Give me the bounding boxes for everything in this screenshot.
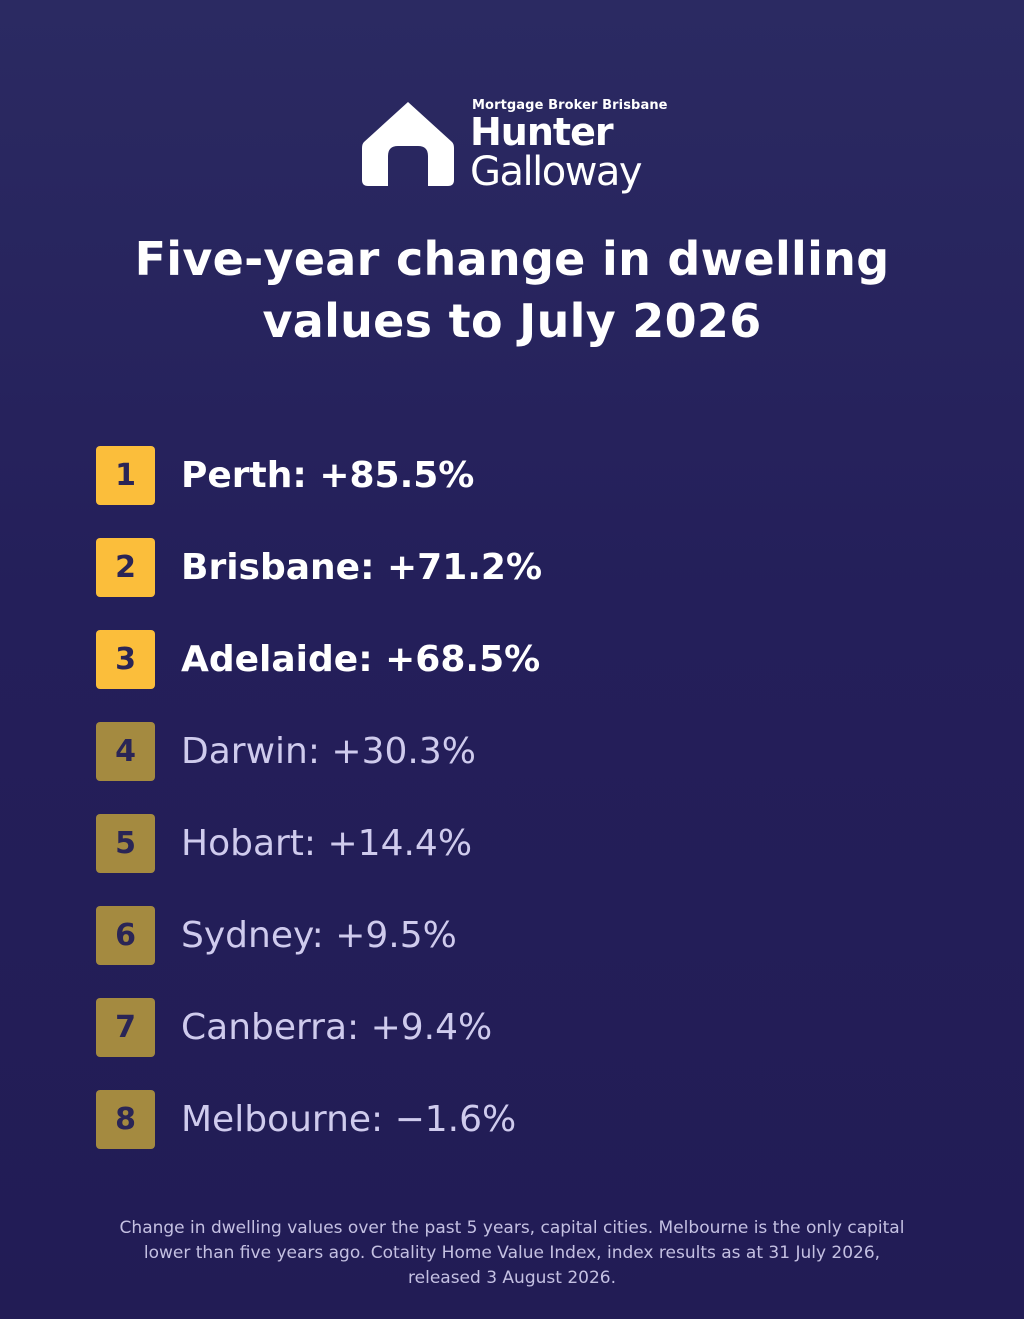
ranking-text: Sydney: +9.5%	[181, 915, 457, 956]
ranking-item-canberra: 7 Canberra: +9.4%	[96, 998, 936, 1090]
rank-badge: 4	[96, 722, 155, 781]
rank-badge: 3	[96, 630, 155, 689]
ranking-item-brisbane: 2 Brisbane: +71.2%	[96, 538, 936, 630]
ranking-text: Hobart: +14.4%	[181, 823, 473, 864]
source-footnote: Change in dwelling values over the past …	[90, 1216, 934, 1291]
rank-badge: 1	[96, 446, 155, 505]
rank-badge: 8	[96, 1090, 155, 1149]
brand-logo: Mortgage Broker Brisbane Hunter Galloway	[360, 98, 670, 198]
title-line-2: values to July 2026	[262, 294, 762, 348]
title-line-1: Five-year change in dwelling	[134, 232, 890, 286]
ranking-text: Canberra: +9.4%	[181, 1007, 493, 1048]
ranking-list: 1 Perth: +85.5% 2 Brisbane: +71.2% 3 Ade…	[96, 446, 936, 1182]
ranking-text: Brisbane: +71.2%	[181, 547, 543, 588]
page-title: Five-year change in dwelling values to J…	[0, 228, 1024, 352]
brand-name-hunter: Hunter	[470, 110, 614, 154]
ranking-text: Melbourne: −1.6%	[181, 1099, 517, 1140]
ranking-item-adelaide: 3 Adelaide: +68.5%	[96, 630, 936, 722]
ranking-text: Darwin: +30.3%	[181, 731, 476, 772]
rank-badge: 7	[96, 998, 155, 1057]
footnote-line-1: Change in dwelling values over the past …	[119, 1218, 905, 1238]
footnote-line-2: lower than five years ago. Cotality Home…	[143, 1243, 881, 1263]
house-icon	[362, 102, 454, 186]
rank-badge: 5	[96, 814, 155, 873]
ranking-text: Adelaide: +68.5%	[181, 639, 541, 680]
ranking-item-sydney: 6 Sydney: +9.5%	[96, 906, 936, 998]
ranking-item-hobart: 5 Hobart: +14.4%	[96, 814, 936, 906]
ranking-text: Perth: +85.5%	[181, 455, 475, 496]
brand-name-galloway: Galloway	[470, 149, 643, 195]
rank-badge: 2	[96, 538, 155, 597]
rank-badge: 6	[96, 906, 155, 965]
ranking-item-darwin: 4 Darwin: +30.3%	[96, 722, 936, 814]
ranking-item-melbourne: 8 Melbourne: −1.6%	[96, 1090, 936, 1182]
brand-tagline: Mortgage Broker Brisbane	[472, 98, 668, 113]
ranking-item-perth: 1 Perth: +85.5%	[96, 446, 936, 538]
footnote-line-3: released 3 August 2026.	[408, 1268, 616, 1288]
